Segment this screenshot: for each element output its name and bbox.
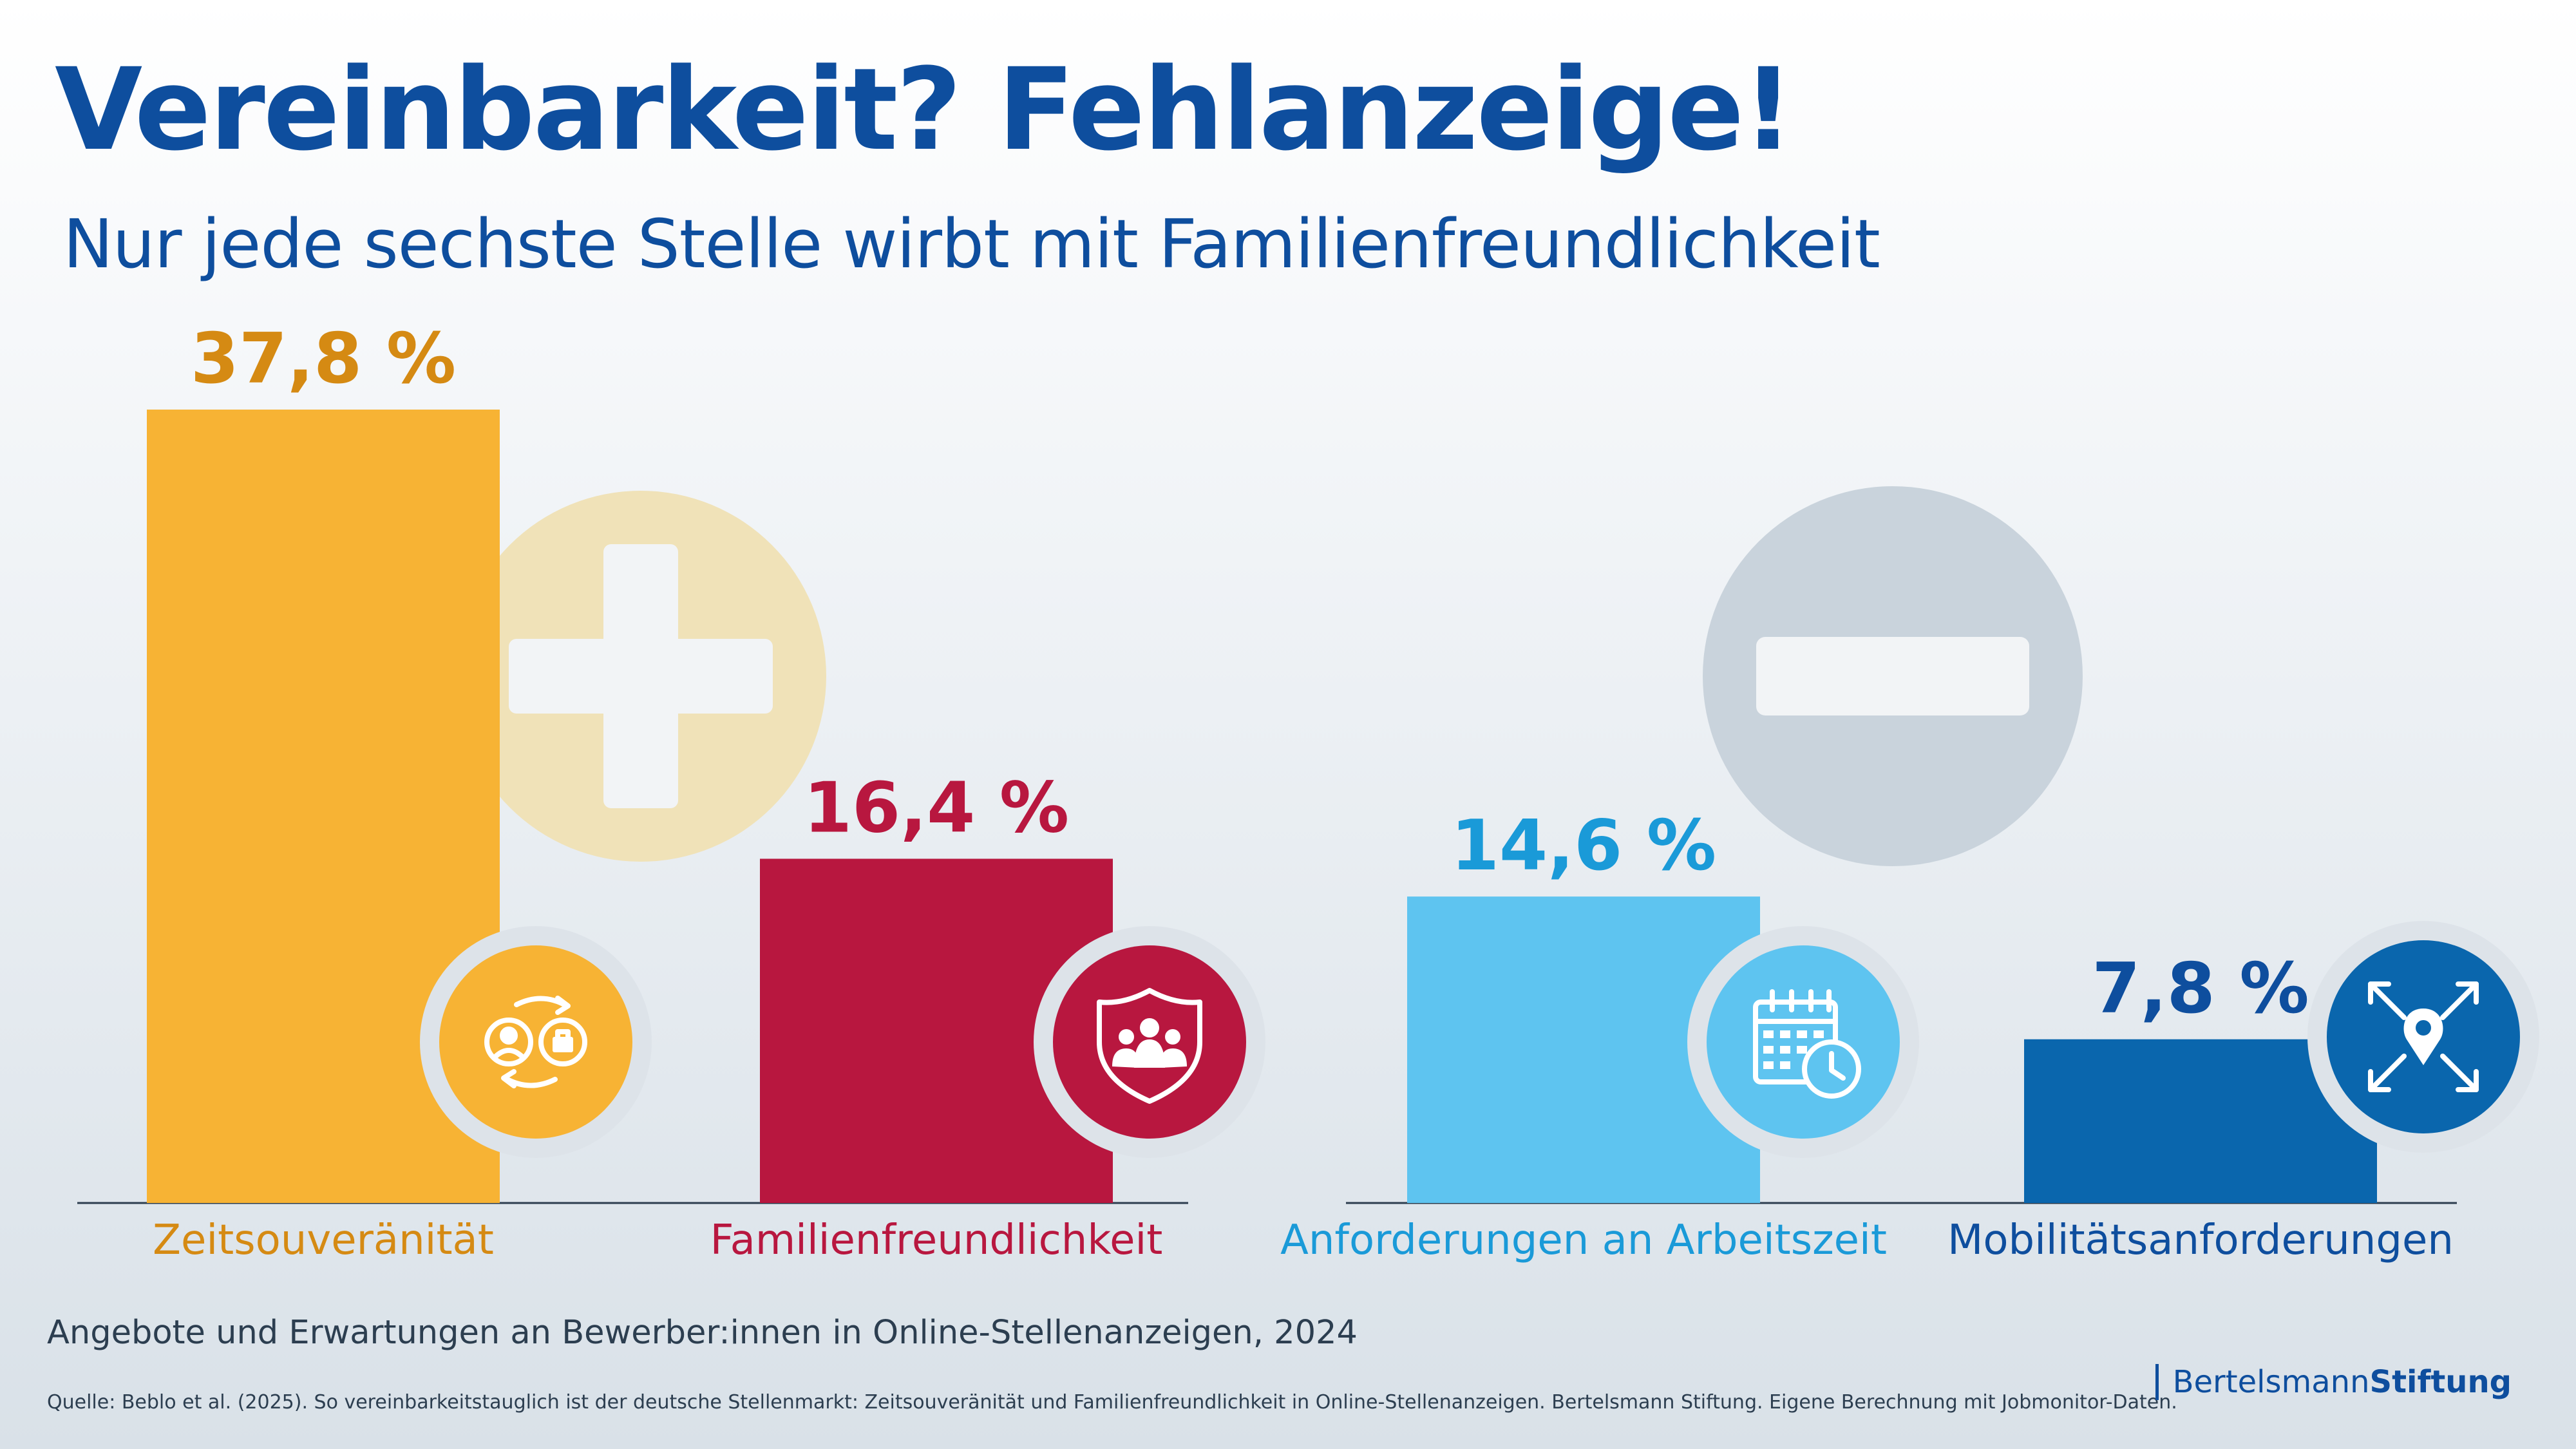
minus-icon-bar bbox=[1756, 637, 2029, 715]
page-subtitle: Nur jede sechste Stelle wirbt mit Famili… bbox=[63, 205, 1880, 283]
calendar-clock-icon-glyph bbox=[1753, 989, 1861, 1099]
source-note: Quelle: Beblo et al. (2025). So vereinba… bbox=[47, 1391, 2177, 1414]
category-label-1: Zeitsouveränität bbox=[153, 1217, 494, 1264]
data-label-3: 14,6 % bbox=[1451, 806, 1716, 886]
logo-text-part1: Bertelsmann bbox=[2172, 1364, 2370, 1400]
data-label-1: 37,8 % bbox=[191, 319, 456, 399]
role-swap-icon-glyph bbox=[484, 996, 587, 1088]
plus-icon-hbar bbox=[509, 639, 773, 714]
location-expand-icon-glyph bbox=[2368, 981, 2479, 1092]
category-label-4: Mobilitätsanforderungen bbox=[1947, 1217, 2454, 1264]
chart-caption: Angebote und Erwartungen an Bewerber:inn… bbox=[47, 1314, 1358, 1352]
page-title: Vereinbarkeit? Fehlanzeige! bbox=[55, 44, 1794, 176]
brand-logo: BertelsmannStiftung bbox=[2155, 1364, 2512, 1400]
calendar-clock-icon bbox=[1707, 945, 1900, 1139]
data-label-2: 16,4 % bbox=[804, 768, 1069, 848]
logo-text-part2: Stiftung bbox=[2369, 1364, 2512, 1400]
data-label-4: 7,8 % bbox=[2092, 949, 2309, 1029]
category-label-3: Anforderungen an Arbeitszeit bbox=[1280, 1217, 1887, 1264]
family-shield-icon-glyph bbox=[1097, 988, 1202, 1104]
category-label-2: Familienfreundlichkeit bbox=[710, 1217, 1163, 1264]
role-swap-icon bbox=[439, 945, 632, 1139]
